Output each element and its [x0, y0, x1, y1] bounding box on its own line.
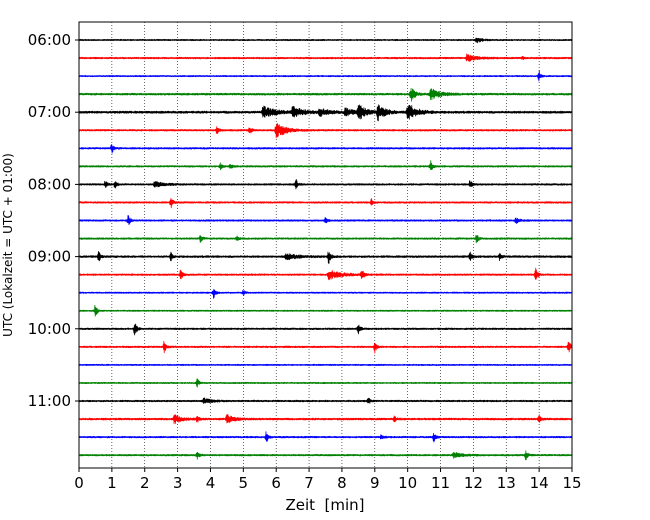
- x-tick-label: 6: [271, 474, 281, 492]
- trace-line-0645: [78, 88, 573, 102]
- x-tick-label: 10: [398, 474, 417, 492]
- y-tick-label: 11:00: [28, 392, 71, 410]
- x-tick-label: 3: [173, 474, 183, 492]
- x-tick-label: 4: [206, 474, 216, 492]
- x-tick-label: 15: [562, 474, 581, 492]
- trace-line-1045: [78, 378, 573, 388]
- trace-line-1000: [78, 323, 573, 336]
- trace-line-1145: [78, 450, 573, 461]
- trace-line-0715: [78, 122, 573, 139]
- trace-line-0630: [78, 69, 573, 82]
- x-tick-label: 14: [530, 474, 549, 492]
- trace-line-0930: [78, 288, 573, 299]
- vertical-grid: [111, 22, 540, 468]
- y-axis-label: UTC (Lokalzeit = UTC + 01:00): [1, 153, 15, 337]
- y-tick-label: 10:00: [28, 320, 71, 338]
- trace-line-0815: [78, 198, 573, 209]
- y-tick-label: 07:00: [28, 103, 71, 121]
- trace-line-0700: [78, 104, 573, 122]
- x-tick-label: 9: [370, 474, 380, 492]
- trace-line-1015: [78, 340, 573, 354]
- x-tick-label: 1: [107, 474, 117, 492]
- trace-line-1030: [78, 363, 573, 366]
- x-tick-label: 13: [497, 474, 516, 492]
- trace-line-0745: [78, 160, 573, 171]
- trace-group: [78, 37, 573, 461]
- trace-line-1130: [78, 431, 573, 443]
- x-tick-label: 12: [464, 474, 483, 492]
- trace-line-0900: [78, 251, 573, 264]
- x-tick-label: 0: [74, 474, 84, 492]
- trace-line-0600: [78, 37, 573, 44]
- trace-line-1100: [78, 397, 573, 405]
- x-tick-label: 11: [431, 474, 450, 492]
- trace-line-0730: [78, 143, 573, 154]
- x-tick-label: 5: [239, 474, 249, 492]
- trace-line-0915: [78, 267, 573, 281]
- y-axis-ticks: 06:00 07:00 08:00 09:00 10:00 11:00: [28, 31, 79, 410]
- trace-line-0800: [78, 178, 573, 190]
- trace-line-0945: [78, 304, 573, 317]
- plot-frame: [78, 21, 573, 469]
- x-axis-ticks: 0 1 2 3 4 5 6 7 8 9 10 11 12 13 14 15: [74, 468, 582, 492]
- trace-line-1115: [78, 414, 573, 425]
- trace-line-0615: [78, 53, 573, 62]
- x-tick-label: 7: [304, 474, 314, 492]
- x-tick-label: 2: [140, 474, 150, 492]
- y-tick-label: 09:00: [28, 248, 71, 266]
- y-tick-label: 08:00: [28, 175, 71, 193]
- trace-line-0845: [78, 234, 573, 244]
- x-tick-label: 8: [337, 474, 347, 492]
- x-axis-label: Zeit [min]: [285, 496, 364, 514]
- y-tick-label: 06:00: [28, 31, 71, 49]
- trace-line-0830: [78, 215, 573, 226]
